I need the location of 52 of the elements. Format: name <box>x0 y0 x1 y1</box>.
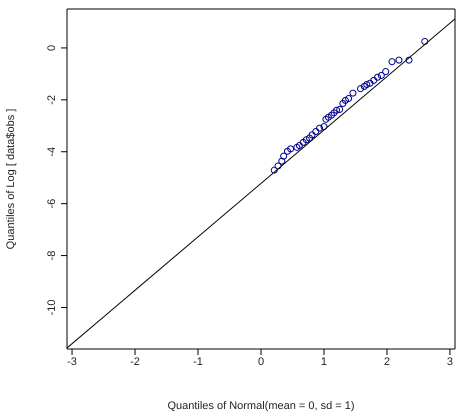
point <box>300 138 307 146</box>
point <box>336 106 344 113</box>
y-tick-label: -6 <box>46 198 58 209</box>
x-tick-label: -2 <box>130 356 140 368</box>
point <box>324 114 332 121</box>
point <box>349 90 356 97</box>
y-tick-label: -2 <box>46 94 58 105</box>
x-tick-label: 2 <box>384 356 390 368</box>
point <box>278 158 286 165</box>
point <box>306 134 313 142</box>
point <box>395 56 402 64</box>
point <box>270 166 278 174</box>
point <box>284 148 291 155</box>
x-tick-label: -3 <box>67 356 77 368</box>
y-tick-label: -10 <box>46 300 58 316</box>
point <box>342 96 349 104</box>
point <box>374 74 382 81</box>
point <box>287 145 294 152</box>
point <box>370 76 378 84</box>
y-tick-label: -4 <box>46 146 58 157</box>
point <box>363 81 370 88</box>
x-axis-title: Quantiles of Normal(mean = 0, sd = 1) <box>167 400 355 412</box>
point <box>357 85 364 92</box>
x-tick-label: 0 <box>258 356 264 368</box>
point <box>320 123 328 130</box>
point <box>382 68 390 76</box>
point <box>388 58 396 66</box>
point <box>293 144 300 151</box>
point <box>274 162 282 170</box>
point <box>360 82 368 90</box>
point <box>328 112 336 119</box>
x-tick-label: -1 <box>193 356 203 368</box>
y-tick-label: 0 <box>46 44 58 51</box>
point <box>330 109 338 116</box>
point <box>333 106 340 114</box>
y-tick-label: -8 <box>46 250 58 260</box>
x-tick-label: 3 <box>446 356 454 368</box>
point <box>296 142 303 150</box>
point <box>308 131 316 138</box>
y-axis-title: Quantiles of Log [ data$obs ] <box>4 108 17 250</box>
point <box>280 152 288 160</box>
point <box>322 116 330 123</box>
point <box>378 72 385 79</box>
point <box>316 124 324 132</box>
point <box>312 128 320 136</box>
point <box>406 56 413 64</box>
point <box>339 100 346 107</box>
point <box>421 38 428 45</box>
x-tick-label: 1 <box>320 356 328 368</box>
point <box>302 136 310 144</box>
point <box>366 80 374 87</box>
point <box>345 95 352 102</box>
